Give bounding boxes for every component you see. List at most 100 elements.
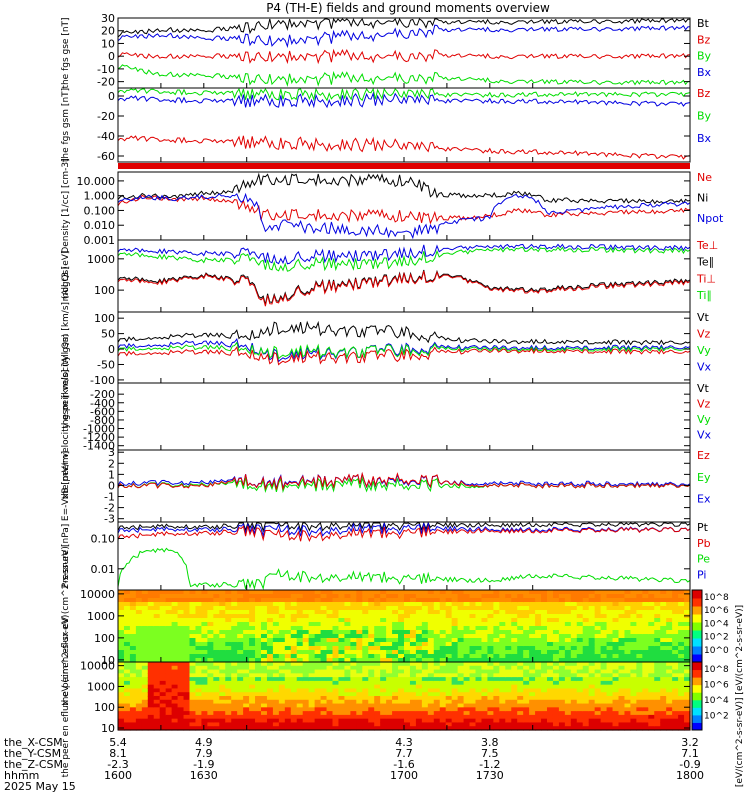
heatmap-cell xyxy=(433,602,441,607)
heatmap-cell xyxy=(421,598,429,603)
heatmap-cell xyxy=(296,650,304,655)
heatmap-cell xyxy=(523,630,530,635)
heatmap-cell xyxy=(207,696,214,701)
heatmap-cell xyxy=(147,680,155,686)
heatmap-cell xyxy=(272,602,280,607)
heatmap-cell xyxy=(255,650,262,655)
heatmap-cell xyxy=(630,650,637,655)
heatmap-cell xyxy=(600,703,608,708)
heatmap-cell xyxy=(219,714,226,720)
heatmap-cell xyxy=(225,638,232,643)
heatmap-cell xyxy=(320,650,328,655)
heatmap-cell xyxy=(189,650,197,655)
heatmap-cell xyxy=(600,646,608,651)
heatmap-cell xyxy=(201,662,208,667)
heatmap-cell xyxy=(326,634,334,639)
y-tick-label: -3 xyxy=(104,513,115,526)
heatmap-cell xyxy=(493,602,500,607)
heatmap-cell xyxy=(129,610,137,615)
heatmap-cell xyxy=(219,703,226,708)
heatmap-cell xyxy=(266,684,274,690)
heatmap-cell xyxy=(624,688,632,693)
heatmap-cell xyxy=(523,590,530,595)
heatmap-cell xyxy=(338,650,346,655)
heatmap-cell xyxy=(135,699,143,705)
heatmap-cell xyxy=(320,699,328,705)
heatmap-cell xyxy=(129,650,137,655)
heatmap-cell xyxy=(421,650,429,655)
heatmap-cell xyxy=(606,606,614,611)
heatmap-cell xyxy=(374,650,381,655)
heatmap-cell xyxy=(445,680,453,686)
heatmap-cell xyxy=(487,669,494,674)
heatmap-cell xyxy=(243,610,250,615)
heatmap-cell xyxy=(123,707,131,712)
heatmap-cell xyxy=(600,642,608,647)
series-line-Vt xyxy=(117,320,691,346)
heatmap-cell xyxy=(344,610,351,615)
heatmap-cell xyxy=(654,677,661,682)
heatmap-cell xyxy=(648,673,655,678)
heatmap-cell xyxy=(398,711,405,716)
heatmap-cell xyxy=(588,646,596,651)
heatmap-cell xyxy=(517,646,524,651)
heatmap-cell xyxy=(332,711,340,716)
heatmap-cell xyxy=(475,703,483,708)
heatmap-cell xyxy=(576,634,584,639)
heatmap-cell xyxy=(594,630,602,635)
heatmap-cell xyxy=(576,707,584,712)
heatmap-cell xyxy=(368,634,375,639)
y-tick-label: 100 xyxy=(94,701,115,714)
heatmap-cell xyxy=(398,658,405,663)
heatmap-cell xyxy=(570,714,578,720)
heatmap-cell xyxy=(582,669,590,674)
heatmap-cell xyxy=(541,718,548,724)
heatmap-cell xyxy=(135,654,143,659)
heatmap-cell xyxy=(326,606,334,611)
heatmap-cell xyxy=(350,642,357,647)
heatmap-cell xyxy=(582,711,590,716)
heatmap-cell xyxy=(338,606,346,611)
heatmap-cell xyxy=(636,610,643,615)
heatmap-cell xyxy=(141,630,149,635)
heatmap-cell xyxy=(404,634,411,639)
heatmap-cell xyxy=(201,646,208,651)
heatmap-cell xyxy=(493,606,500,611)
xaxis-value: 3.8 xyxy=(481,736,499,749)
heatmap-cell xyxy=(272,614,280,619)
heatmap-cell xyxy=(386,618,393,623)
heatmap-cell xyxy=(237,699,244,705)
heatmap-cell xyxy=(118,634,125,639)
heatmap-cell xyxy=(552,703,560,708)
heatmap-cell xyxy=(308,711,316,716)
heatmap-cell xyxy=(165,665,173,671)
heatmap-cell xyxy=(165,622,173,627)
heatmap-cell xyxy=(171,650,179,655)
heatmap-cell xyxy=(535,673,542,678)
heatmap-cell xyxy=(409,606,417,611)
heatmap-cell xyxy=(517,703,524,708)
heatmap-cell xyxy=(499,638,506,643)
y-tick-label: -1000 xyxy=(83,423,115,436)
heatmap-cell xyxy=(135,673,143,678)
heatmap-cell xyxy=(326,696,334,701)
heatmap-cell xyxy=(535,711,542,716)
heatmap-cell xyxy=(469,692,477,697)
heatmap-cell xyxy=(594,642,602,647)
heatmap-cell xyxy=(386,646,393,651)
heatmap-cell xyxy=(606,696,614,701)
heatmap-cell xyxy=(368,707,375,712)
heatmap-cell xyxy=(231,718,238,724)
heatmap-cell xyxy=(129,638,137,643)
heatmap-cell xyxy=(302,614,310,619)
heatmap-cell xyxy=(159,614,167,619)
heatmap-cell xyxy=(195,610,203,615)
heatmap-cell xyxy=(421,594,429,599)
heatmap-cell xyxy=(237,696,244,701)
heatmap-cell xyxy=(243,602,250,607)
heatmap-cell xyxy=(415,638,423,643)
heatmap-cell xyxy=(570,677,578,682)
heatmap-cell xyxy=(630,718,637,724)
heatmap-cell xyxy=(278,598,286,603)
heatmap-cell xyxy=(165,642,173,647)
